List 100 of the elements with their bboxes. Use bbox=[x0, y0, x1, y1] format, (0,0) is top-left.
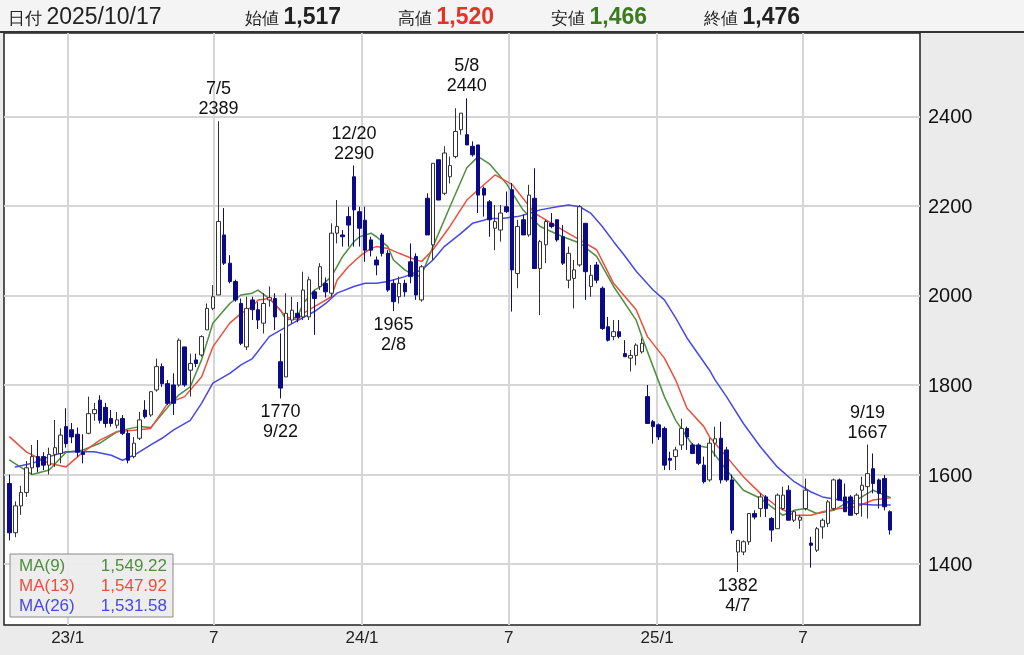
annotation: 5/8 2440 bbox=[446, 55, 487, 96]
x-tick-label: 7 bbox=[798, 628, 808, 647]
candlestick bbox=[803, 478, 808, 511]
candlestick bbox=[273, 292, 277, 331]
candlestick bbox=[888, 509, 892, 536]
candlestick bbox=[199, 334, 204, 358]
candlestick bbox=[380, 232, 384, 257]
annotation: 7/5 2389 bbox=[198, 78, 239, 119]
annotation: 1,531.58 bbox=[100, 596, 167, 615]
candlestick bbox=[798, 514, 802, 530]
candlestick bbox=[318, 262, 322, 291]
candlestick bbox=[702, 456, 706, 484]
candlestick bbox=[611, 319, 616, 341]
candlestick bbox=[589, 264, 593, 298]
candlestick bbox=[538, 239, 542, 316]
x-tick-label: 23/1 bbox=[51, 628, 85, 647]
candlestick bbox=[216, 120, 221, 296]
candlestick bbox=[521, 214, 526, 236]
candlestick bbox=[527, 184, 531, 238]
candlestick bbox=[7, 474, 12, 541]
candlestick bbox=[425, 192, 430, 236]
candlestick bbox=[222, 207, 226, 266]
y-tick-label: 1800 bbox=[928, 373, 973, 396]
candlestick bbox=[617, 319, 621, 339]
text: MA(26) bbox=[19, 596, 75, 615]
y-tick-label: 2200 bbox=[928, 194, 973, 217]
candlestick bbox=[182, 346, 187, 388]
candlestick bbox=[453, 107, 458, 159]
candlestick bbox=[403, 279, 407, 298]
y-tick-label: 1600 bbox=[928, 463, 973, 486]
candlestick bbox=[346, 206, 351, 248]
candlestick bbox=[465, 97, 469, 146]
text: 日付 2025/10/17 bbox=[8, 3, 162, 29]
candlestick bbox=[132, 436, 136, 459]
candlestick bbox=[307, 276, 311, 321]
candlestick bbox=[854, 492, 859, 516]
x-tick-label: 7 bbox=[208, 628, 219, 647]
x-tick-label: 25/1 bbox=[640, 628, 674, 647]
candlestick bbox=[239, 298, 243, 346]
text: 高値 1,520 bbox=[398, 3, 495, 29]
candlestick bbox=[431, 162, 435, 261]
candlestick bbox=[194, 353, 198, 368]
annotation: 1770 9/22 bbox=[260, 401, 301, 442]
candlestick bbox=[786, 484, 791, 521]
text: MA(13) bbox=[19, 576, 75, 595]
candlestick bbox=[436, 159, 441, 201]
candlestick bbox=[419, 264, 424, 303]
y-tick-label: 1400 bbox=[928, 553, 973, 576]
text: 終値 1,476 bbox=[704, 3, 801, 29]
candlestick bbox=[673, 446, 678, 471]
annotation: 1965 2/8 bbox=[373, 314, 414, 355]
annotation: 12/20 2290 bbox=[331, 122, 377, 163]
candlestick bbox=[177, 337, 181, 388]
candlestick bbox=[544, 219, 548, 264]
candlestick bbox=[809, 536, 813, 569]
candlestick bbox=[244, 296, 249, 351]
candlestick bbox=[764, 494, 768, 518]
y-tick-label: 2000 bbox=[928, 284, 973, 307]
y-tick-label: 2400 bbox=[928, 105, 973, 128]
annotation: 1,547.92 bbox=[100, 576, 167, 595]
candlestick bbox=[267, 285, 272, 308]
candlestick bbox=[487, 199, 492, 238]
candlestick bbox=[188, 353, 193, 398]
candlestick bbox=[594, 261, 599, 284]
annotation: 9/19 1667 bbox=[847, 401, 888, 442]
candlestick bbox=[290, 296, 294, 325]
candlestick bbox=[515, 219, 520, 289]
candlestick bbox=[352, 165, 356, 248]
x-tick-label: 7 bbox=[504, 628, 514, 647]
candlestick bbox=[312, 289, 317, 336]
candlestick bbox=[211, 284, 215, 311]
candlestick bbox=[752, 509, 757, 520]
candlestick bbox=[369, 236, 373, 257]
candlestick bbox=[815, 526, 819, 553]
x-tick-label: 24/1 bbox=[345, 628, 379, 647]
text: MA(9) bbox=[19, 556, 66, 575]
candlestick bbox=[323, 277, 328, 299]
candlestick bbox=[301, 271, 305, 321]
candlestick bbox=[397, 276, 401, 304]
candlestick bbox=[340, 229, 345, 248]
candlestick bbox=[47, 447, 51, 476]
candlestick bbox=[284, 292, 288, 378]
text: 安値 1,466 bbox=[551, 3, 648, 29]
annotation: 1,549.22 bbox=[100, 556, 167, 575]
candlestick bbox=[143, 399, 147, 420]
candlestick bbox=[137, 411, 142, 441]
candlestick bbox=[623, 339, 627, 358]
candlestick bbox=[261, 292, 266, 334]
candlestick bbox=[583, 222, 588, 301]
candlestick bbox=[577, 204, 582, 268]
annotation: 1382 4/7 bbox=[717, 575, 758, 616]
candlestick bbox=[459, 112, 463, 136]
text: 始値 1,517 bbox=[245, 3, 342, 29]
candlestick bbox=[685, 426, 689, 451]
candlestick bbox=[482, 186, 486, 218]
candlestick bbox=[561, 224, 565, 266]
candlestick bbox=[532, 167, 537, 270]
candlestick bbox=[374, 255, 379, 276]
candlestick bbox=[679, 418, 684, 451]
candlestick bbox=[278, 332, 283, 399]
